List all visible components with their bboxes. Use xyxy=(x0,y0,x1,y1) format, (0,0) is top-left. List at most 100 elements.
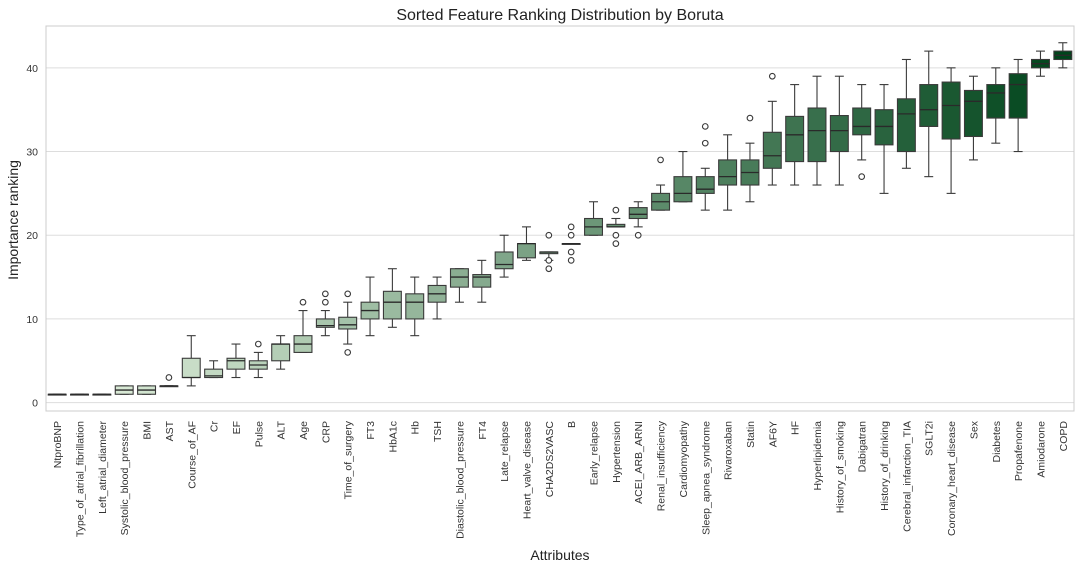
y-tick-label: 0 xyxy=(32,398,38,410)
x-tick-label: TSH xyxy=(432,421,444,442)
box-Hypertension xyxy=(606,206,626,247)
box-Type_of_atrial_fibrillation xyxy=(70,393,90,396)
box-Left_atrial_diameter xyxy=(92,393,112,396)
x-tick-label: BMI xyxy=(142,421,154,440)
x-tick-label: Type_of_atrial_fibrillation xyxy=(75,421,87,537)
x-tick-label: Statin xyxy=(745,421,757,448)
outlier-point xyxy=(746,114,754,122)
box-iqr xyxy=(762,131,782,169)
box-SGLT2i xyxy=(919,50,939,178)
x-tick-label: FT4 xyxy=(477,421,489,440)
x-tick-label: Coronary_heart_disease xyxy=(946,421,958,536)
box-EF xyxy=(226,343,246,379)
box-CHA2DS2VASC xyxy=(539,231,559,273)
box-iqr xyxy=(181,357,201,379)
box-Cerebral_infarction_TIA xyxy=(896,58,916,169)
box-iqr xyxy=(494,251,514,270)
outlier-point xyxy=(254,340,262,348)
x-tick-label: History_of_smoking xyxy=(834,421,846,513)
box-iqr xyxy=(204,368,224,379)
outlier-point xyxy=(612,206,620,214)
outlier-point xyxy=(165,374,173,381)
x-tick-label: CHA2DS2VASC xyxy=(544,421,556,498)
x-tick-label: FT3 xyxy=(365,421,377,440)
x-tick-label: Rivaroxaban xyxy=(723,421,735,480)
x-tick-label: Time_of_surgery xyxy=(343,420,355,499)
x-tick-label: SGLT2i xyxy=(924,421,936,456)
x-tick-label: Hyperlipidemia xyxy=(812,421,824,491)
x-tick-label: AF6Y xyxy=(767,421,779,447)
box-AF6Y xyxy=(762,72,782,186)
x-tick-label: HbA1c xyxy=(387,421,399,453)
outlier-point xyxy=(612,240,620,247)
box-FT4 xyxy=(472,259,492,303)
box-History_of_smoking xyxy=(829,75,849,186)
box-FT3 xyxy=(360,276,380,337)
x-tick-label: Hb xyxy=(410,421,422,435)
box-Late_relapse xyxy=(494,234,514,278)
outlier-point xyxy=(634,231,642,239)
y-axis-label: Importance ranking xyxy=(5,160,21,280)
box-iqr xyxy=(718,159,738,186)
box-iqr xyxy=(226,357,246,370)
box-iqr xyxy=(963,89,983,138)
box-BMI xyxy=(137,385,157,395)
outlier-point xyxy=(567,248,575,256)
box-History_of_drinking xyxy=(874,84,894,194)
box-iqr xyxy=(271,343,291,362)
outlier-point xyxy=(299,298,307,306)
x-tick-label: Cerebral_infarction_TIA xyxy=(901,421,913,532)
x-tick-label: COPD xyxy=(1058,421,1070,452)
x-tick-label: NtproBNP xyxy=(52,421,64,468)
box-iqr xyxy=(516,243,536,259)
outlier-point xyxy=(701,123,709,130)
y-tick-label: 10 xyxy=(26,314,38,326)
box-Time_of_surgery xyxy=(338,290,358,356)
box-CRP xyxy=(315,290,335,337)
x-tick-label: Sleep_apnea_syndrome xyxy=(700,421,712,535)
box-Diastolic_blood_pressure xyxy=(449,268,469,303)
box-iqr xyxy=(941,81,961,140)
x-tick-label: Left_atrial_diameter xyxy=(97,421,109,514)
box-Propafenone xyxy=(1008,58,1028,153)
box-Statin xyxy=(740,114,760,203)
x-axis-label: Attributes xyxy=(530,547,589,563)
x-tick-label: HF xyxy=(790,421,802,435)
box-Pulse xyxy=(248,340,268,379)
box-Renal_insufficiency xyxy=(651,156,671,211)
outlier-point xyxy=(858,173,866,181)
x-tick-label: Age xyxy=(298,421,310,440)
box-iqr xyxy=(852,107,872,136)
outlier-point xyxy=(657,156,664,164)
box-iqr xyxy=(338,316,358,330)
x-tick-label: Late_relapse xyxy=(499,421,511,482)
outlier-point xyxy=(545,231,553,239)
box-Cardiomyopathy xyxy=(673,150,693,203)
box-Systolic_blood_pressure xyxy=(114,385,134,395)
outlier-point xyxy=(701,139,709,147)
box-iqr xyxy=(628,207,648,220)
plot-area-frame xyxy=(45,25,1075,412)
x-tick-label: Amiodarone xyxy=(1035,421,1047,478)
x-tick-label: Renal_insufficiency xyxy=(656,420,668,511)
box-NtproBNP xyxy=(47,393,67,396)
box-iqr xyxy=(986,84,1006,119)
x-tick-label: EF xyxy=(231,421,243,434)
x-tick-label: Heart_valve_disease xyxy=(521,421,533,519)
x-tick-label: ACEI_ARB_ARNI xyxy=(633,421,645,504)
x-tick-label: Hypertension xyxy=(611,421,623,483)
y-tick-label: 40 xyxy=(26,63,38,75)
box-iqr xyxy=(315,318,335,328)
box-iqr xyxy=(807,107,827,163)
y-tick-label: 20 xyxy=(26,230,38,242)
x-tick-label: B xyxy=(566,421,578,428)
box-Early_relapse xyxy=(584,201,604,236)
box-COPD xyxy=(1053,42,1073,69)
x-tick-label: Cardiomyopathy xyxy=(678,420,690,497)
outlier-point xyxy=(567,223,575,231)
y-axis-ticks: 0 10 20 30 40 xyxy=(26,63,38,410)
box-series xyxy=(47,42,1073,396)
x-tick-label: AST xyxy=(164,420,176,441)
x-tick-label: Sex xyxy=(968,420,980,439)
